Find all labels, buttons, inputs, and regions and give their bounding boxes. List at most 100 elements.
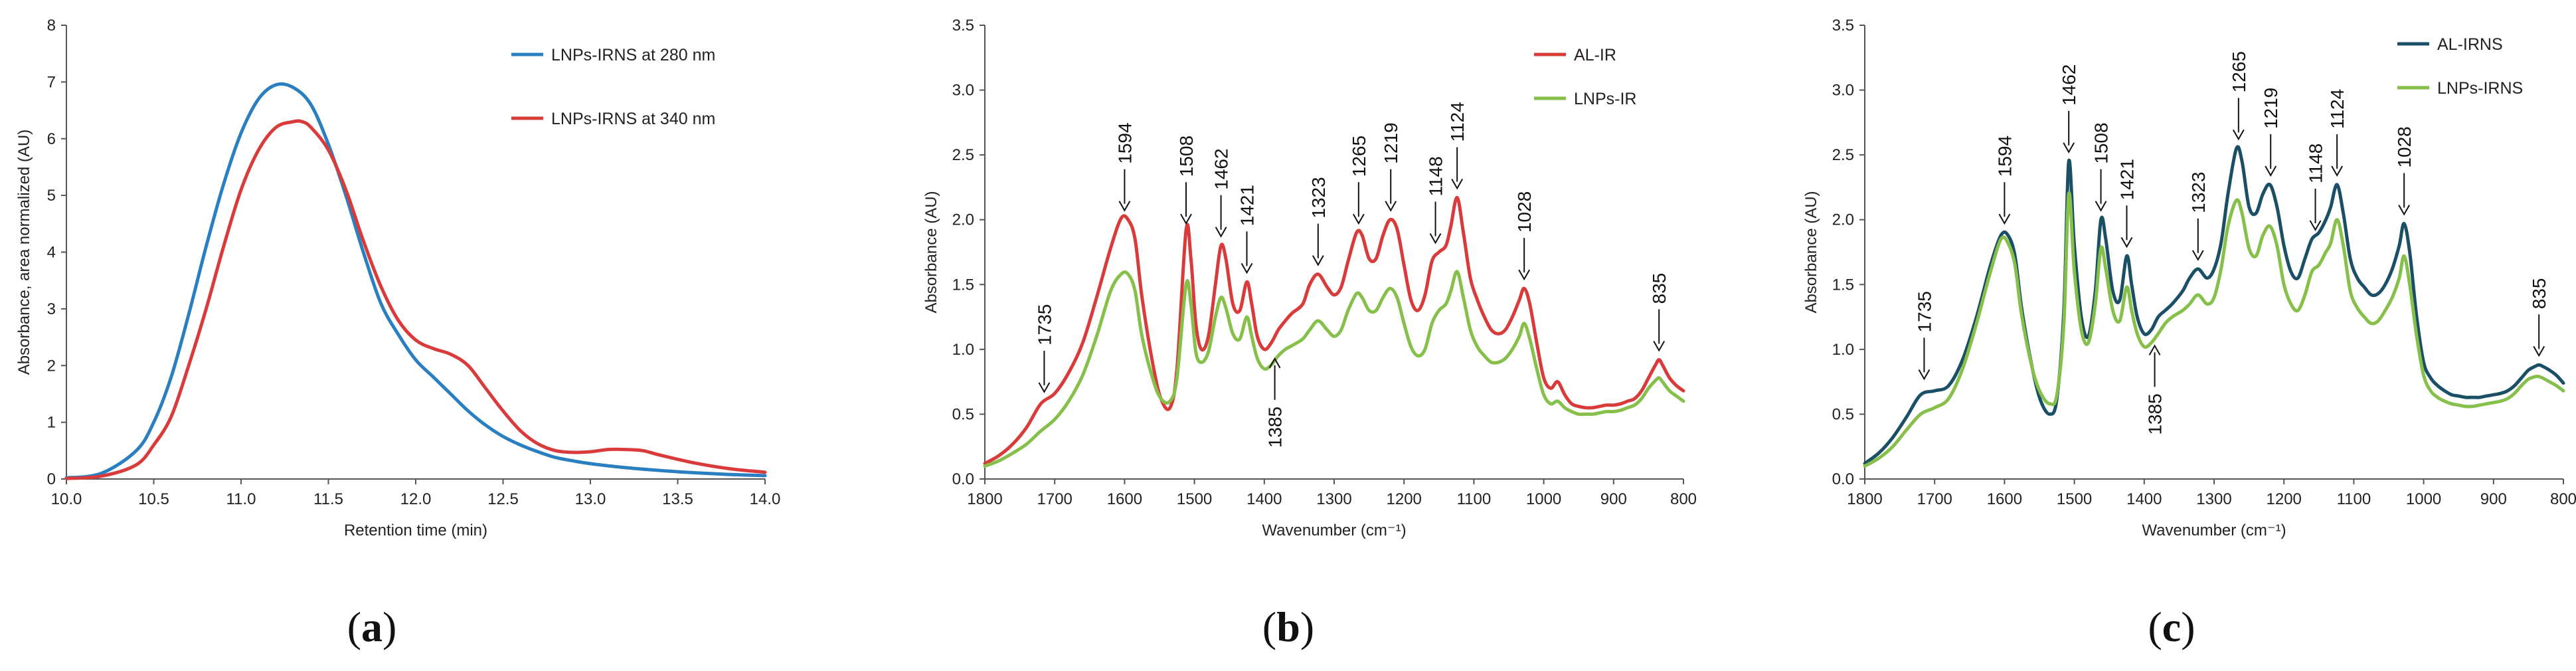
y-tick-label: 2 [47,357,56,375]
series-line-lnps-irns-at-340-nm [64,119,767,480]
legend-entry: LNPs-IR [1574,90,1636,108]
x-tick-label: 1400 [1246,490,1282,508]
annotation-label: 1124 [1447,102,1468,142]
annotation-arrowhead [2533,345,2545,357]
annotation-arrowhead [1241,262,1253,274]
annotation-label: 1462 [2059,64,2079,106]
annotation-label: 1462 [1211,148,1232,189]
panel-label: (b) [1262,603,1314,650]
y-tick-label: 1.0 [952,341,974,359]
y-tick-label: 3.5 [952,17,974,35]
annotation-arrowhead [1352,213,1365,225]
y-tick-label: 1.5 [1832,276,1854,294]
y-tick-label: 3.0 [1832,82,1854,100]
x-tick-label: 1600 [1987,490,2022,508]
annotation-label: 1421 [1237,185,1258,226]
x-axis-title: Wavenumber (cm⁻¹) [2142,522,2286,539]
y-tick-label: 1 [47,414,56,432]
y-tick-label: 3.0 [952,82,974,100]
annotation-label: 1219 [2261,88,2281,129]
y-tick-label: 0.0 [952,470,974,488]
annotation-label: 1265 [2229,51,2249,92]
annotation-arrowhead [1918,369,1931,381]
x-tick-label: 1000 [2406,490,2441,508]
annotation-arrowhead [1215,227,1227,238]
annotation-arrowhead [2191,250,2204,261]
y-tick-label: 3 [47,300,56,318]
annotation-label: 835 [1649,273,1670,304]
x-tick-label: 1200 [1387,490,1422,508]
annotation-label: 1385 [1265,407,1286,448]
annotation-arrowhead [1998,213,2011,225]
annotation-arrowhead [2398,205,2411,216]
panel-letter: b [1276,603,1300,650]
annotation-label: 1594 [1114,122,1135,163]
x-tick-label: 13.0 [575,490,606,508]
annotation-label: 1148 [1426,156,1446,196]
y-tick-label: 8 [47,17,56,35]
annotation-arrowhead [2063,142,2075,153]
y-tick-label: 3.5 [1832,17,1854,35]
x-tick-label: 1300 [2196,490,2231,508]
annotation-arrowhead [1429,233,1442,244]
x-axis-title: Retention time (min) [344,522,487,539]
annotation-label: 1594 [1994,136,2015,177]
x-tick-label: 10.5 [138,490,169,508]
annotation-arrowhead [1180,213,1192,225]
annotation-arrowhead [1385,201,1397,212]
y-axis-title: Absorbance (AU) [922,191,940,313]
y-tick-label: 0 [47,470,56,488]
x-tick-label: 12.0 [400,490,432,508]
x-tick-label: 14.0 [750,490,781,508]
x-tick-label: 1500 [2057,490,2092,508]
annotation-label: 1148 [2306,144,2326,183]
x-tick-label: 12.5 [487,490,519,508]
annotation-arrowhead [2309,220,2322,232]
annotation-label: 1124 [2327,89,2348,129]
legend-entry: AL-IRNS [2437,35,2503,54]
y-tick-label: 6 [47,130,56,148]
x-tick-label: 11.5 [313,490,343,508]
y-tick-label: 2.0 [1832,211,1854,229]
x-tick-label: 1800 [1847,490,1882,508]
x-tick-label: 1300 [1316,490,1351,508]
y-tick-label: 0.5 [952,405,974,423]
annotation-label: 1735 [1034,304,1055,345]
annotation-arrowhead [1118,201,1131,212]
series-line-lnps-ir [983,270,1685,468]
panel-letter: a [361,603,383,650]
legend-entry: LNPs-IRNS at 280 nm [551,46,715,64]
legend-entry: LNPs-IRNS at 340 nm [551,110,715,128]
chart-panel-c: 1800 1700 1600 1500 1400 1300 1200 1100 1000 900 8… [1802,17,2576,650]
annotation-label: 1028 [2394,126,2415,167]
annotation-arrowhead [2120,237,2133,248]
chart-panel-b: 1800 1700 1600 1500 1400 1300 1200 1100 1000 900 8… [922,17,1697,650]
x-tick-label: 1700 [1917,490,1952,508]
legend-entry: AL-IR [1574,46,1616,64]
x-tick-label: 1700 [1037,490,1073,508]
annotation-arrowhead [2331,165,2344,177]
chart-panel-a: 10.0 10.5 11.0 11.5 12.0 12.5 13.0 13.5 14.0 0 1 2 3… [15,17,780,650]
x-tick-label: 1100 [2337,490,2371,508]
x-tick-label: 1200 [2267,490,2302,508]
panel-label: (c) [2148,603,2195,650]
panel-letter: c [2162,603,2181,650]
y-tick-label: 2.5 [952,146,974,164]
annotation-label: 1323 [1308,177,1329,218]
x-tick-label: 10.0 [51,490,82,508]
annotation-label: 1323 [2188,172,2209,213]
y-tick-label: 2.5 [1832,146,1854,164]
x-tick-label: 1800 [967,490,1002,508]
annotation-label: 1421 [2117,159,2138,200]
annotation-label: 835 [2529,278,2549,310]
annotation-arrowhead [2232,129,2245,141]
x-tick-label: 1100 [1457,490,1492,508]
x-tick-label: 11.0 [226,490,256,508]
annotation-label: 1385 [2145,393,2166,434]
x-tick-label: 800 [2550,490,2576,508]
annotation-label: 1735 [1914,291,1934,332]
annotation-label: 1219 [1381,122,1401,163]
y-tick-label: 1.0 [1832,341,1854,359]
series-line-lnps-irns-at-280-nm [64,82,767,480]
